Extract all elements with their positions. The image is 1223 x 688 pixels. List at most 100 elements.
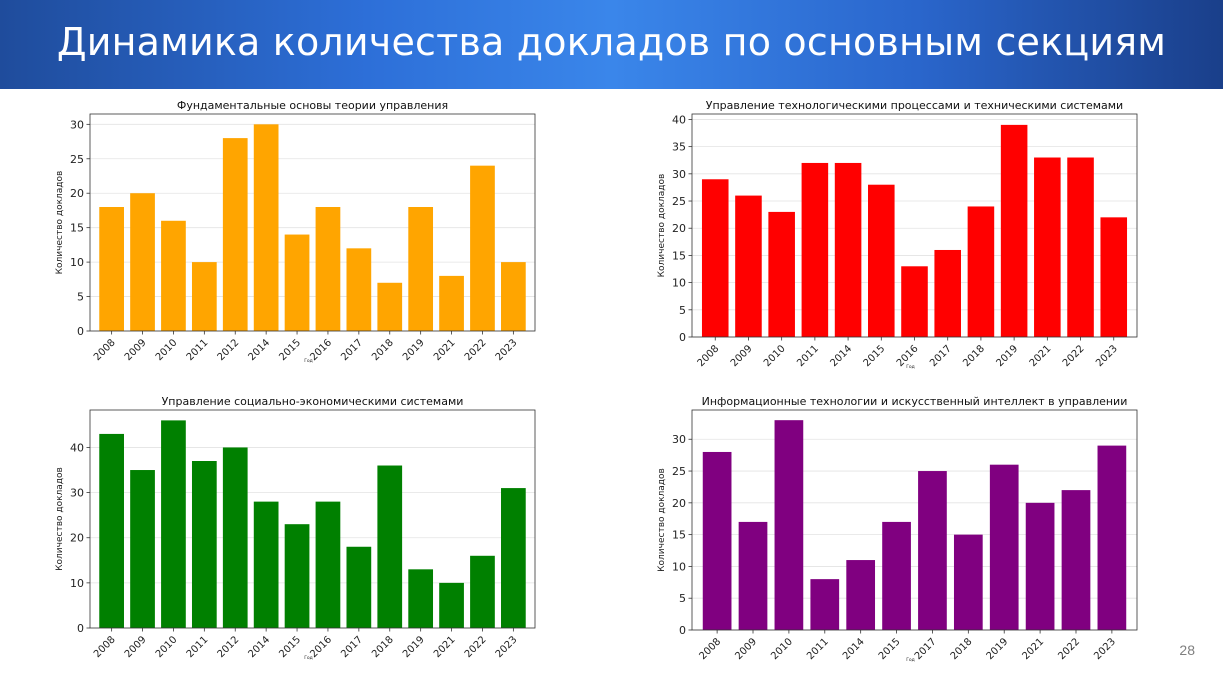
bar-2011 xyxy=(191,262,217,331)
y-tick-label: 30 xyxy=(70,118,84,131)
x-axis-label: Год xyxy=(906,657,915,663)
x-tick-label: 2023 xyxy=(494,634,520,660)
x-tick-label: 2017 xyxy=(913,636,939,662)
y-tick-label: 40 xyxy=(672,113,686,126)
x-tick-label: 2022 xyxy=(463,337,489,363)
x-tick-label: 2012 xyxy=(216,337,242,363)
y-tick-label: 25 xyxy=(70,153,84,166)
x-tick-label: 2011 xyxy=(185,634,211,660)
bar-2018 xyxy=(377,465,403,628)
x-tick-label: 2015 xyxy=(862,343,888,369)
bar-2019 xyxy=(408,569,434,628)
x-tick-label: 2017 xyxy=(339,634,365,660)
bar-2009 xyxy=(130,470,155,628)
x-axis-label: Год xyxy=(906,364,915,370)
x-tick-label: 2018 xyxy=(370,337,396,363)
title-banner: Динамика количества докладов по основным… xyxy=(0,0,1223,89)
y-axis-label: Количество докладов xyxy=(55,171,65,275)
y-tick-label: 20 xyxy=(70,187,84,200)
bar-2011 xyxy=(801,162,829,337)
y-tick-label: 20 xyxy=(672,222,686,235)
y-tick-label: 15 xyxy=(672,249,686,262)
bar-2018 xyxy=(953,534,983,630)
bar-2011 xyxy=(191,461,217,628)
bar-2008 xyxy=(99,433,124,628)
y-tick-label: 30 xyxy=(672,433,686,446)
chart-title: Управление социально-экономическими сист… xyxy=(162,395,464,408)
y-tick-label: 15 xyxy=(672,529,686,542)
bar-2015 xyxy=(882,521,911,630)
x-tick-label: 2021 xyxy=(432,634,458,660)
y-tick-label: 30 xyxy=(672,168,686,181)
x-tick-label: 2021 xyxy=(1028,343,1054,369)
x-tick-label: 2022 xyxy=(463,634,489,660)
chart-svg: 2008 2009 2010 2011 2012 2014 2015 2016 2017 2018… xyxy=(55,99,536,364)
y-tick-label: 10 xyxy=(672,277,686,290)
x-tick-label: 2023 xyxy=(1092,636,1118,662)
y-axis-label: Количество докладов xyxy=(55,467,65,571)
bar-2022 xyxy=(1061,490,1091,630)
chart-title: Информационные технологии и искусственны… xyxy=(702,395,1128,408)
y-tick-label: 10 xyxy=(70,577,84,590)
x-tick-label: 2018 xyxy=(949,636,975,662)
x-tick-label: 2009 xyxy=(123,337,149,363)
bar-2014 xyxy=(253,124,279,331)
bar-2017 xyxy=(934,249,961,337)
bar-2017 xyxy=(346,248,372,331)
x-tick-label: 2008 xyxy=(92,634,118,660)
y-tick-label: 0 xyxy=(77,622,84,635)
bar-2008 xyxy=(701,179,729,337)
y-tick-label: 35 xyxy=(672,141,686,154)
x-tick-label: 2010 xyxy=(762,343,788,369)
x-tick-label: 2008 xyxy=(696,343,722,369)
bar-2015 xyxy=(868,184,895,337)
bar-2021 xyxy=(439,582,464,628)
y-tick-label: 10 xyxy=(672,560,686,573)
bar-2021 xyxy=(1034,157,1061,337)
page-number: 28 xyxy=(1179,642,1195,658)
x-tick-label: 2018 xyxy=(961,343,987,369)
y-tick-label: 0 xyxy=(77,325,84,338)
y-tick-label: 15 xyxy=(70,222,84,235)
y-tick-label: 0 xyxy=(679,331,686,344)
bar-2023 xyxy=(501,488,526,628)
chart-svg: 2008 2009 2010 2011 2014 2015 2017 2018 2019 2021… xyxy=(657,395,1138,663)
x-tick-label: 2021 xyxy=(432,337,458,363)
bar-2008 xyxy=(99,207,124,331)
bar-2019 xyxy=(1000,124,1028,337)
y-tick-label: 5 xyxy=(679,304,686,317)
x-tick-label: 2018 xyxy=(370,634,396,660)
x-tick-label: 2015 xyxy=(277,634,303,660)
y-tick-label: 5 xyxy=(77,291,84,304)
x-tick-label: 2019 xyxy=(985,636,1011,662)
plot-frame xyxy=(691,113,1138,338)
y-axis-label: Количество докладов xyxy=(657,174,667,278)
y-tick-label: 25 xyxy=(672,465,686,478)
bar-2019 xyxy=(989,464,1019,630)
x-tick-label: 2014 xyxy=(841,636,867,662)
bar-2009 xyxy=(738,521,768,630)
chart-svg: 2008 2009 2010 2011 2014 2015 2016 2017 2018 2019… xyxy=(657,99,1138,370)
bar-2015 xyxy=(284,234,310,331)
bar-2010 xyxy=(768,211,795,337)
bar-2023 xyxy=(1097,445,1127,630)
bar-2018 xyxy=(377,282,403,331)
x-tick-label: 2009 xyxy=(729,343,755,369)
chart-svg: 2008 2009 2010 2011 2012 2014 2015 2016 2017 2018… xyxy=(55,395,536,661)
y-tick-label: 25 xyxy=(672,195,686,208)
bar-2010 xyxy=(161,220,186,331)
x-tick-label: 2022 xyxy=(1061,343,1087,369)
x-tick-label: 2011 xyxy=(805,636,831,662)
bar-2017 xyxy=(918,471,947,630)
bar-2022 xyxy=(470,555,495,628)
bar-2009 xyxy=(735,195,762,337)
bar-2022 xyxy=(1067,157,1094,337)
bar-2022 xyxy=(470,165,495,331)
x-tick-label: 2011 xyxy=(795,343,821,369)
x-tick-label: 2023 xyxy=(1094,343,1120,369)
bar-2017 xyxy=(346,546,372,628)
x-tick-label: 2010 xyxy=(769,636,795,662)
bar-2023 xyxy=(1100,217,1128,337)
bar-2019 xyxy=(408,207,434,331)
x-tick-label: 2023 xyxy=(494,337,520,363)
